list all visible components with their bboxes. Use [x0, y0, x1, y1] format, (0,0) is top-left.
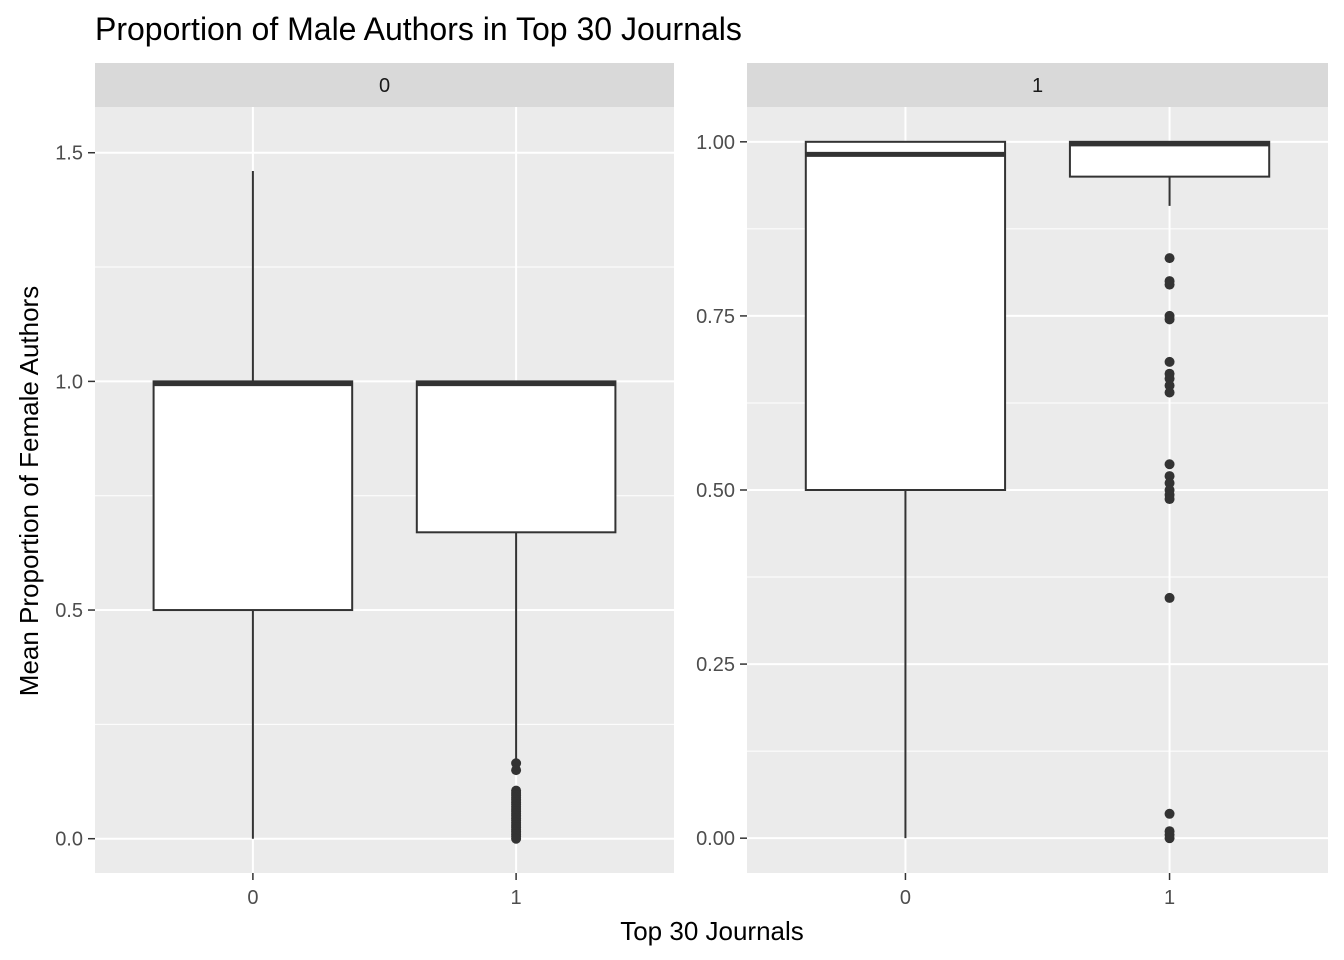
outlier-point: [1164, 833, 1175, 844]
x-tick-label: 1: [1164, 887, 1175, 909]
outlier-point: [1164, 387, 1175, 398]
y-tick-label: 1.00: [696, 132, 735, 154]
facet-panel-1: 1 0.00 0.25 0.50 0.75 1.00 0 1: [696, 63, 1328, 909]
y-tick-label: 0.00: [696, 828, 735, 850]
outlier-point: [1164, 380, 1175, 391]
y-tick-label: 0.0: [55, 829, 83, 851]
box-body: [415, 380, 617, 534]
y-axis-title: Mean Proportion of Female Authors: [14, 286, 44, 696]
x-axis-title: Top 30 Journals: [620, 916, 804, 946]
x-tick-label: 1: [511, 887, 522, 909]
outlier-point: [1164, 478, 1175, 489]
box-body: [1068, 140, 1271, 178]
box-1: [1068, 140, 1271, 844]
outlier-point: [511, 765, 522, 776]
y-tick-label: 0.5: [55, 600, 83, 622]
facet-strip: [747, 63, 1328, 107]
outlier-point: [1164, 471, 1175, 482]
outlier-point: [1164, 808, 1175, 819]
outlier-point: [1164, 356, 1175, 367]
outlier-point: [1164, 373, 1175, 384]
facet-panels: 0 0.0 0.5 1.0 1.5 0 1 1 0.00 0.25 0.50 0.75 1.00 0 1: [55, 63, 1328, 909]
outlier-point: [511, 833, 522, 844]
facet-strip-label: 1: [1032, 75, 1043, 97]
outlier-point: [1164, 253, 1175, 264]
outlier-point: [1164, 279, 1175, 290]
chart-title: Proportion of Male Authors in Top 30 Jou…: [95, 11, 742, 47]
y-tick-label: 1.5: [55, 143, 83, 165]
y-tick-label: 1.0: [55, 371, 83, 393]
y-tick-label: 0.75: [696, 306, 735, 328]
facet-strip: [95, 63, 674, 107]
outlier-point: [511, 758, 522, 769]
outlier-point: [1164, 459, 1175, 470]
outlier-point: [1164, 314, 1175, 325]
x-tick-label: 0: [247, 887, 258, 909]
facet-strip-label: 0: [379, 75, 390, 97]
y-tick-label: 0.50: [696, 480, 735, 502]
outlier-point: [1164, 592, 1175, 603]
y-tick-label: 0.25: [696, 654, 735, 676]
x-tick-label: 0: [900, 887, 911, 909]
box-body: [152, 380, 354, 612]
outlier-point: [1164, 494, 1175, 505]
box-1: [415, 380, 617, 844]
box-0: [152, 171, 354, 839]
box-body: [804, 140, 1007, 491]
facet-panel-0: 0 0.0 0.5 1.0 1.5 0 1: [55, 63, 674, 909]
box-0: [804, 140, 1007, 839]
